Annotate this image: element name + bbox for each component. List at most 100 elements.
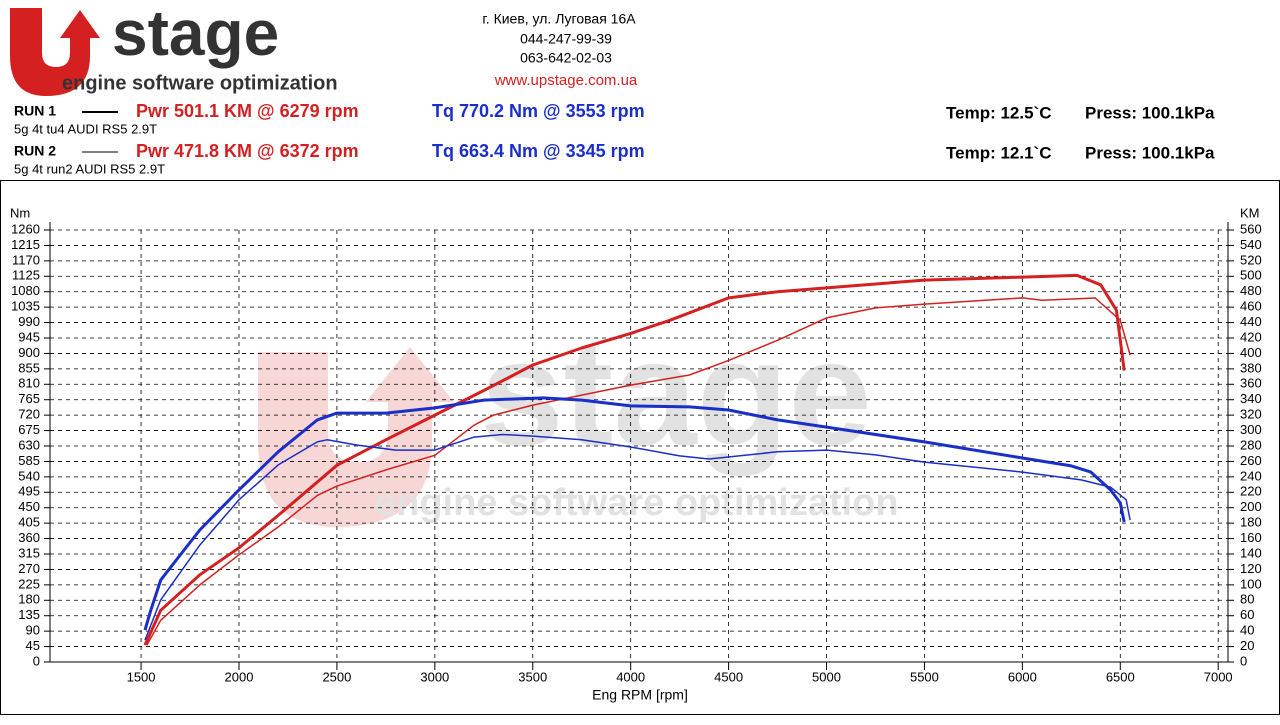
y2-tick-label: 440 [1240,314,1262,329]
watermark-tagline: engine software optimization [375,482,899,524]
y-tick-label: 495 [18,484,40,499]
watermark-text: stage [480,309,872,477]
y2-tick-label: 280 [1240,437,1262,452]
x-tick-label: 3500 [518,669,547,684]
y2-tick-label: 480 [1240,283,1262,298]
x-tick-label: 3000 [420,669,449,684]
x-tick-label: 5500 [910,669,939,684]
y2-tick-label: 320 [1240,407,1262,422]
watermark-mark [258,347,454,527]
y-tick-label: 1035 [11,299,40,314]
y-tick-label: 270 [18,561,40,576]
y-tick-label: 945 [18,329,40,344]
x-tick-label: 5000 [812,669,841,684]
y-tick-label: 360 [18,530,40,545]
y-tick-label: 180 [18,592,40,607]
watermark: stage engine software optimization [258,309,899,527]
x-tick-label: 6000 [1008,669,1037,684]
y2-tick-label: 0 [1240,653,1247,668]
y2-tick-label: 520 [1240,252,1262,267]
y2-tick-label: 40 [1240,623,1254,638]
run-torque: Tq 663.4 Nm @ 3345 rpm [432,141,645,161]
y2-tick-label: 180 [1240,515,1262,530]
y2-tick-label: 200 [1240,499,1262,514]
y2-tick-label: 220 [1240,484,1262,499]
y-tick-label: 450 [18,499,40,514]
y-tick-label: 315 [18,545,40,560]
run-press: Press: 100.1kPa [1085,103,1215,122]
x-tick-label: 1500 [127,669,156,684]
y2-tick-label: 360 [1240,376,1262,391]
run-temp: Temp: 12.1`C [946,143,1052,162]
y-tick-label: 540 [18,468,40,483]
y-tick-label: 90 [26,623,40,638]
y2-tick-label: 300 [1240,422,1262,437]
y-tick-label: 810 [18,376,40,391]
y-tick-label: 1260 [11,221,40,236]
y2-tick-label: 140 [1240,545,1262,560]
y-tick-label: 45 [26,638,40,653]
run-power: Pwr 471.8 KM @ 6372 rpm [136,141,359,161]
curve [144,433,1131,641]
y2-tick-label: 160 [1240,530,1262,545]
y-tick-label: 765 [18,391,40,406]
y-tick-label: 585 [18,453,40,468]
y2-tick-label: 460 [1240,299,1262,314]
curve [146,297,1131,646]
y-tick-label: 1170 [12,252,40,267]
y2-tick-label: 240 [1240,468,1262,483]
logo-mark [10,8,100,96]
x-tick-label: 2000 [225,669,254,684]
y-tick-label: 0 [33,653,40,668]
y-tick-label: 1125 [12,268,40,283]
y2-tick-label: 60 [1240,607,1254,622]
y2-tick-label: 20 [1240,638,1254,653]
y-axis-label: Nm [10,205,30,220]
phone: 044-247-99-39 [520,31,612,47]
x-tick-label: 7000 [1204,669,1233,684]
y2-axis-label: KM [1240,205,1260,220]
run-torque: Tq 770.2 Nm @ 3553 rpm [432,101,645,121]
x-tick-label: 6500 [1106,669,1135,684]
phone: 063-642-02-03 [520,50,612,66]
y2-tick-label: 380 [1240,360,1262,375]
y-tick-label: 720 [18,407,40,422]
y2-tick-label: 100 [1240,576,1262,591]
logo-tagline: engine software optimization [62,72,338,94]
run-desc: 5g 4t run2 AUDI RS5 2.9T [14,161,165,176]
run-power: Pwr 501.1 KM @ 6279 rpm [136,101,359,121]
y-tick-label: 405 [18,515,40,530]
y2-tick-label: 560 [1240,221,1262,236]
x-tick-label: 4500 [714,669,743,684]
y-tick-label: 990 [18,314,40,329]
y2-tick-label: 540 [1240,237,1262,252]
y-tick-label: 900 [18,345,40,360]
run-desc: 5g 4t tu4 AUDI RS5 2.9T [14,121,157,136]
x-axis-label: Eng RPM [rpm] [592,687,688,703]
y2-tick-label: 420 [1240,329,1262,344]
y2-tick-label: 340 [1240,391,1262,406]
curve [143,273,1126,646]
run-press: Press: 100.1kPa [1085,143,1215,162]
y2-tick-label: 120 [1240,561,1262,576]
y-tick-label: 1080 [11,283,40,298]
y-tick-label: 675 [18,422,40,437]
x-tick-label: 2500 [322,669,351,684]
y-tick-label: 225 [18,576,40,591]
logo-text: stage [112,0,279,69]
run-label: RUN 2 [14,143,56,159]
y2-tick-label: 400 [1240,345,1262,360]
y-tick-label: 630 [18,437,40,452]
y2-tick-label: 260 [1240,453,1262,468]
y-tick-label: 1215 [11,237,40,252]
url: www.upstage.com.ua [494,72,638,89]
address: г. Киев, ул. Луговая 16А [482,11,636,27]
x-tick-label: 4000 [616,669,645,684]
run-temp: Temp: 12.5`C [946,103,1052,122]
run-label: RUN 1 [14,103,56,119]
y-tick-label: 855 [18,360,40,375]
y2-tick-label: 80 [1240,592,1254,607]
